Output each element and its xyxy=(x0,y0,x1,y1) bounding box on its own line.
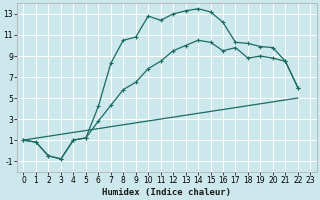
X-axis label: Humidex (Indice chaleur): Humidex (Indice chaleur) xyxy=(102,188,231,197)
